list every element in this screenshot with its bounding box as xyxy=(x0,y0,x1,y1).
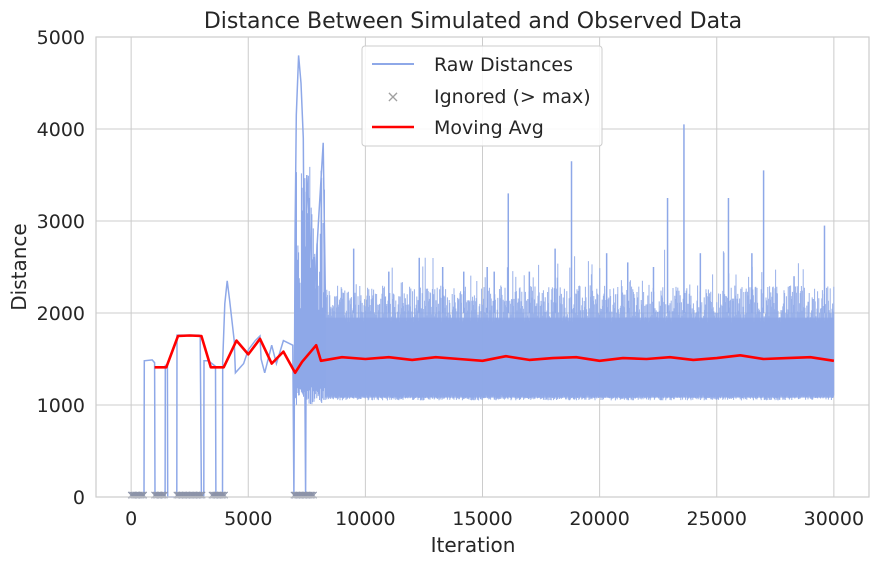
ignored-marker: × xyxy=(218,488,228,502)
ignored-marker: × xyxy=(293,488,303,502)
ignored-marker: × xyxy=(128,488,138,502)
axes xyxy=(95,36,870,498)
ignored-marker: × xyxy=(289,488,299,502)
ignored-marker: × xyxy=(220,488,230,502)
ignored-marker: × xyxy=(210,488,220,502)
tick-labels: 0 5000 10000 15000 20000 25000 30000 0 1000 2000 3… xyxy=(37,27,864,530)
raw-transition-band xyxy=(294,166,326,405)
ignored-marker: × xyxy=(151,488,161,502)
ignored-marker: × xyxy=(296,488,306,502)
legend: Raw Distances × Ignored (> max) Moving A… xyxy=(361,45,603,147)
ignored-marker: × xyxy=(189,488,199,502)
ignored-marker: × xyxy=(176,488,186,502)
chart-title: Distance Between Simulated and Observed … xyxy=(204,9,742,34)
ignored-marker: × xyxy=(197,488,207,502)
x-tick-label: 10000 xyxy=(335,508,395,530)
ignored-marker: × xyxy=(132,488,142,502)
x-axis-label: Iteration xyxy=(431,533,516,557)
ignored-marker: × xyxy=(155,488,165,502)
ignored-marker: × xyxy=(299,488,309,502)
y-tick-label: 0 xyxy=(73,487,85,509)
moving-avg-line xyxy=(154,334,835,375)
ignored-marker: × xyxy=(309,488,319,502)
moving-avg-series xyxy=(154,334,835,375)
ignored-marker: × xyxy=(126,488,136,502)
y-axis-label: Distance xyxy=(7,223,31,310)
plot-frame xyxy=(95,36,870,498)
ignored-marker: × xyxy=(194,488,204,502)
ignored-marker: × xyxy=(292,488,302,502)
ignored-marker: × xyxy=(303,488,313,502)
ignored-marker: × xyxy=(158,488,168,502)
ignored-marker: × xyxy=(177,488,187,502)
ignored-marker: × xyxy=(172,488,182,502)
ignored-marker: × xyxy=(157,488,167,502)
legend-ignored-swatch: × xyxy=(386,87,399,106)
ignored-markers: ×××××××××× ×××××××× ××××××××××××××××××× ×××… xyxy=(126,488,319,502)
ignored-marker: × xyxy=(304,488,314,502)
ignored-marker: × xyxy=(175,488,185,502)
ignored-marker: × xyxy=(129,488,139,502)
legend-box xyxy=(361,45,603,147)
legend-avg-label: Moving Avg xyxy=(434,117,544,139)
ignored-marker: × xyxy=(196,488,206,502)
y-tick-label: 4000 xyxy=(37,119,85,141)
ignored-marker: × xyxy=(184,488,194,502)
y-tick-label: 2000 xyxy=(37,303,85,325)
ignored-marker: × xyxy=(182,488,192,502)
ignored-marker: × xyxy=(306,488,316,502)
ignored-marker: × xyxy=(213,488,223,502)
ignored-marker: × xyxy=(187,488,197,502)
ignored-marker: × xyxy=(207,488,217,502)
ignored-marker: × xyxy=(135,488,145,502)
ignored-marker: × xyxy=(214,488,224,502)
ignored-marker: × xyxy=(136,488,146,502)
ignored-marker: × xyxy=(215,488,225,502)
y-tick-label: 5000 xyxy=(37,27,85,49)
x-tick-label: 5000 xyxy=(224,508,272,530)
y-tick-label: 3000 xyxy=(37,211,85,233)
ignored-marker: × xyxy=(302,488,312,502)
ignored-marker: × xyxy=(137,488,147,502)
ignored-marker: × xyxy=(297,488,307,502)
ignored-marker: × xyxy=(180,488,190,502)
ignored-marker: × xyxy=(208,488,218,502)
ignored-marker: × xyxy=(173,488,183,502)
ignored-marker: × xyxy=(290,488,300,502)
ignored-marker: × xyxy=(183,488,193,502)
ignored-marker: × xyxy=(190,488,200,502)
ignored-marker: × xyxy=(159,488,169,502)
ignored-marker: × xyxy=(154,488,164,502)
ignored-marker: × xyxy=(186,488,196,502)
ignored-marker: × xyxy=(211,488,221,502)
ignored-marker: × xyxy=(300,488,310,502)
x-tick-label: 25000 xyxy=(687,508,747,530)
x-tick-label: 30000 xyxy=(804,508,864,530)
x-tick-label: 15000 xyxy=(452,508,512,530)
x-tick-label: 20000 xyxy=(569,508,629,530)
legend-raw-label: Raw Distances xyxy=(434,54,573,76)
ignored-marker: × xyxy=(179,488,189,502)
ignored-marker: × xyxy=(191,488,201,502)
x-tick-label: 0 xyxy=(125,508,137,530)
ignored-marker: × xyxy=(295,488,305,502)
ignored-marker: × xyxy=(152,488,162,502)
ignored-marker: × xyxy=(133,488,143,502)
y-tick-label: 1000 xyxy=(37,395,85,417)
ignored-marker: × xyxy=(193,488,203,502)
ignored-marker: × xyxy=(217,488,227,502)
ignored-marker: × xyxy=(139,488,149,502)
legend-ignored-label: Ignored (> max) xyxy=(434,86,591,108)
ignored-marker: × xyxy=(130,488,140,502)
ignored-marker: × xyxy=(307,488,317,502)
ignored-marker: × xyxy=(150,488,160,502)
